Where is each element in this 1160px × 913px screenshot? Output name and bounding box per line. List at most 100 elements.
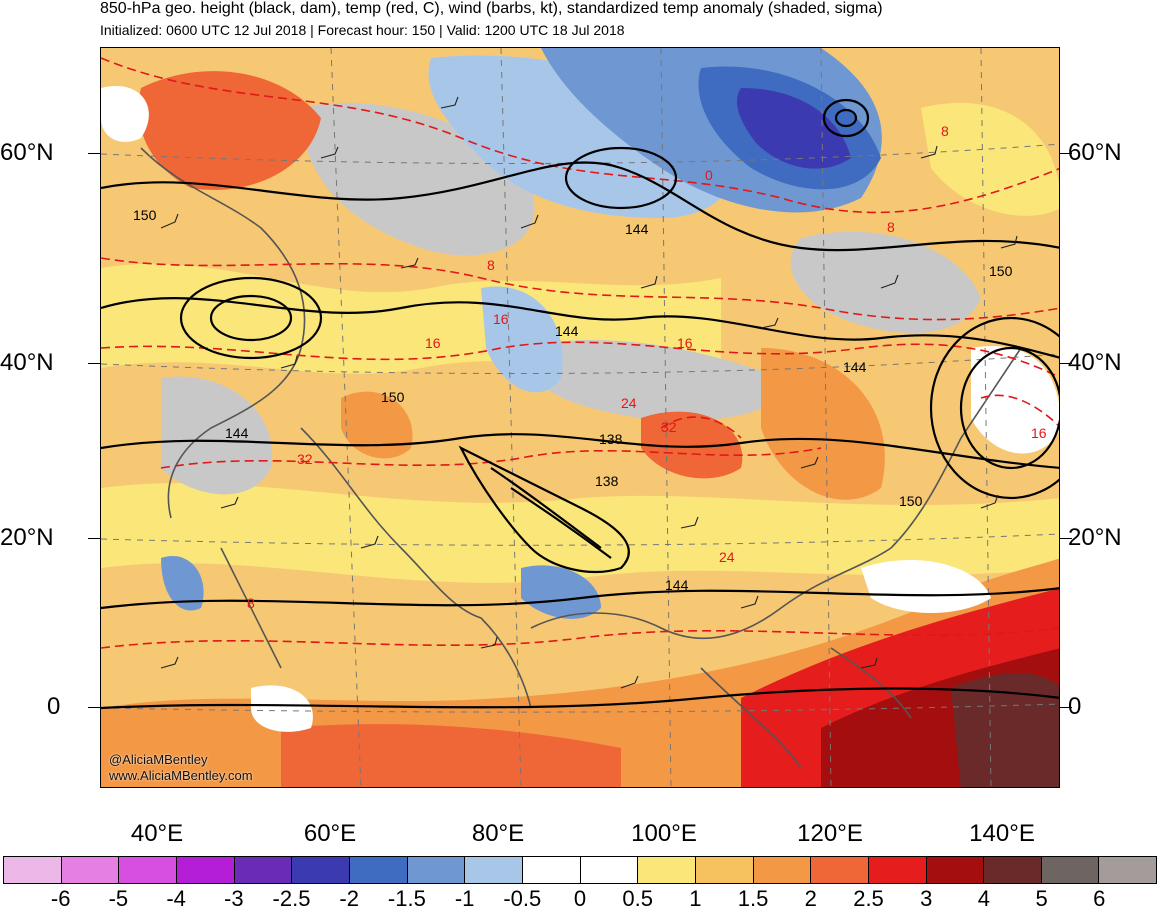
colorbar-swatch xyxy=(868,857,927,883)
colorbar-swatch xyxy=(407,857,466,883)
height-label: 144 xyxy=(625,221,649,237)
colorbar-label: 1 xyxy=(689,886,702,911)
height-contours xyxy=(101,98,1059,710)
colorbar-label: -0.5 xyxy=(503,886,542,911)
colorbar-swatch xyxy=(176,857,235,883)
chart-title: 850-hPa geo. height (black, dam), temp (… xyxy=(100,0,883,17)
anomaly-warm-tropics-5 xyxy=(951,673,1059,787)
credit-site: www.AliciaMBentley.com xyxy=(109,768,253,783)
anomaly-warm-2 xyxy=(341,391,413,459)
height-label: 138 xyxy=(599,431,623,447)
height-label: 150 xyxy=(381,389,405,405)
colorbar-label: -6 xyxy=(50,886,71,911)
colorbar-swatch xyxy=(926,857,985,883)
colorbar-swatch xyxy=(4,857,62,883)
map-panel: 150 144 144 150 144 138 138 144 150 144 … xyxy=(100,47,1060,788)
tick-40n-left xyxy=(88,363,100,364)
colorbar-swatch xyxy=(1041,857,1100,883)
colorbar-label: 4 xyxy=(977,886,991,911)
chart-subtitle: Initialized: 0600 UTC 12 Jul 2018 | Fore… xyxy=(100,22,625,38)
temp-label: 8 xyxy=(247,595,255,611)
anomaly-colorbar xyxy=(3,856,1157,884)
anomaly-white-3 xyxy=(861,559,991,613)
tick-eq-left xyxy=(88,707,100,708)
lon-label-80e: 80°E xyxy=(471,820,525,847)
colorbar-swatch xyxy=(811,857,869,883)
lon-label-120e: 120°E xyxy=(797,820,863,847)
colorbar-swatch xyxy=(349,857,408,883)
colorbar-label: 5 xyxy=(1035,886,1048,911)
lon-label-60e: 60°E xyxy=(303,820,357,847)
temp-label: 32 xyxy=(661,419,677,435)
lat-label-20n-right: 20°N xyxy=(1068,524,1122,551)
temp-label: 32 xyxy=(297,451,313,467)
anomaly-white-1 xyxy=(101,86,149,142)
temp-label: 16 xyxy=(1031,425,1047,441)
colorbar-label: -5 xyxy=(108,886,129,911)
colorbar-label: 1.5 xyxy=(737,886,769,911)
tick-60n-left xyxy=(88,153,100,154)
lat-label-eq-right: 0 xyxy=(1068,693,1082,720)
colorbar-swatch xyxy=(580,857,639,883)
colorbar-swatch xyxy=(522,857,581,883)
tick-20n-left xyxy=(88,538,100,539)
colorbar-label: -1.5 xyxy=(387,886,426,911)
height-label: 144 xyxy=(665,577,689,593)
colorbar-label: 0.5 xyxy=(622,886,653,911)
colorbar-label: 6 xyxy=(1093,886,1106,911)
lon-label-100e: 100°E xyxy=(631,820,697,847)
coastlines xyxy=(140,147,1022,769)
colorbar-swatch xyxy=(753,857,812,883)
wind-barbs xyxy=(160,96,1018,689)
colorbar-label: -1 xyxy=(454,886,475,911)
temp-label: 8 xyxy=(887,219,895,235)
anomaly-cold-5 xyxy=(481,286,563,393)
lat-label-60n-right: 60°N xyxy=(1068,139,1122,166)
colorbar-label: 2.5 xyxy=(853,886,884,911)
height-label: 144 xyxy=(843,359,867,375)
height-label: 144 xyxy=(555,323,579,339)
height-label: 144 xyxy=(225,425,249,441)
temp-label: 8 xyxy=(487,257,495,273)
temp-label: 16 xyxy=(493,311,509,327)
lat-label-40n-left: 40°N xyxy=(0,349,54,376)
map-field-svg: 150 144 144 150 144 138 138 144 150 144 … xyxy=(101,48,1059,787)
height-label: 138 xyxy=(595,473,619,489)
temp-label: 0 xyxy=(705,167,713,183)
anomaly-white-2 xyxy=(971,346,1059,454)
anomaly-white-4 xyxy=(251,685,313,732)
temp-label-group: 0 8 8 8 16 16 16 24 32 32 24 16 8 xyxy=(247,123,1047,611)
anomaly-cold-6 xyxy=(521,565,601,619)
colorbar-swatch xyxy=(234,857,293,883)
colorbar-label: -3 xyxy=(224,886,244,911)
colorbar-swatch xyxy=(695,857,754,883)
lat-label-40n-right: 40°N xyxy=(1068,349,1122,376)
temperature-contours xyxy=(101,57,1059,649)
anomaly-warm-4 xyxy=(761,348,885,500)
tick-60n-right xyxy=(1060,153,1072,154)
temp-label: 24 xyxy=(621,395,637,411)
colorbar-label: -2 xyxy=(339,886,359,911)
colorbar-label: 0 xyxy=(573,886,587,911)
colorbar-swatch xyxy=(638,857,696,883)
colorbar-swatch xyxy=(292,857,350,883)
colorbar-swatch xyxy=(1099,857,1157,883)
colorbar-label: -2.5 xyxy=(272,886,311,911)
tick-40n-right xyxy=(1060,363,1072,364)
colorbar-swatch xyxy=(984,857,1042,883)
tick-20n-right xyxy=(1060,538,1072,539)
anomaly-grey-4 xyxy=(161,376,273,495)
colorbar-label: 3 xyxy=(920,886,933,911)
colorbar-label: 2 xyxy=(804,886,817,911)
anomaly-warm-5 xyxy=(921,102,1059,216)
anomaly-warm-tropics-2 xyxy=(281,724,621,787)
temp-label: 16 xyxy=(677,335,693,351)
lat-label-60n-left: 60°N xyxy=(0,139,54,166)
lat-label-eq-left: 0 xyxy=(47,693,61,720)
anomaly-grey-2 xyxy=(521,339,785,421)
temp-label: 8 xyxy=(941,123,949,139)
colorbar-label: -4 xyxy=(166,886,186,911)
temp-label: 16 xyxy=(425,335,441,351)
height-label: 150 xyxy=(989,263,1013,279)
lon-label-140e: 140°E xyxy=(969,820,1035,847)
